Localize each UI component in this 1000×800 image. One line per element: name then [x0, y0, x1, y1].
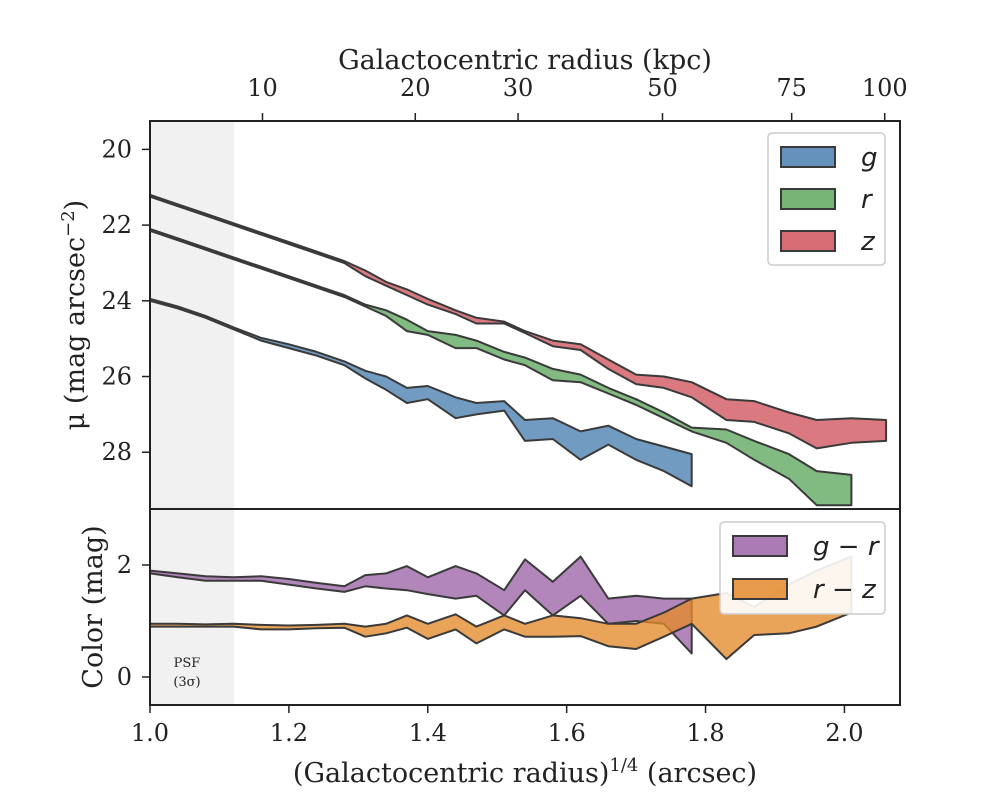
color-ylabel: Color (mag)	[78, 525, 109, 688]
surface-brightness-panel: 20 22 24 26 28 10 20 30 50 75 100 Galactocentric …	[58, 45, 908, 510]
color-xlabel: (Galactocentric radius)1/4 (arcsec)	[293, 755, 757, 789]
top-xtick-label: 100	[862, 74, 908, 102]
legend-z-label: z	[860, 227, 876, 257]
ytick-label: 22	[101, 211, 132, 239]
top-axis-title: Galactocentric radius (kpc)	[338, 45, 712, 76]
psf-shaded-region	[150, 121, 234, 509]
ytick-label: 20	[101, 135, 132, 163]
xtick-label: 1.4	[409, 719, 447, 747]
band-g-minus-r	[150, 555, 693, 655]
surface-brightness-ylabel: μ (mag arcsec−2)	[58, 200, 91, 430]
top-xtick-label: 30	[503, 74, 534, 102]
legend-g-swatch	[780, 146, 836, 168]
legend-r-minus-z-label: r − z	[813, 575, 877, 605]
psf-label: PSF	[174, 656, 201, 671]
legend-r-label: r	[861, 185, 874, 215]
top-xtick-label: 20	[400, 74, 431, 102]
xtick-label: 1.8	[686, 719, 724, 747]
ytick-label: 24	[101, 287, 132, 315]
xtick-label: 1.0	[131, 719, 169, 747]
color-panel: 0 2 1.0 1.2 1.4 1.6 1.8 2.0 PSF (3σ) Color (ma…	[78, 508, 901, 789]
legend-z-swatch	[780, 230, 836, 252]
band-r	[150, 227, 853, 507]
top-xtick-label: 10	[247, 74, 278, 102]
psf-sigma-label: (3σ)	[173, 675, 200, 690]
legend-r-minus-z-swatch	[732, 578, 788, 600]
color-frame	[149, 508, 901, 706]
color-ytick-label: 0	[117, 663, 132, 691]
surface-brightness-legend: grz	[767, 132, 886, 266]
top-xtick-label: 75	[776, 74, 807, 102]
legend-g-minus-r-label: g − r	[813, 532, 881, 562]
xtick-label: 1.6	[548, 719, 586, 747]
legend-g-minus-r-swatch	[732, 535, 788, 557]
psf-shaded-region-bottom	[150, 509, 234, 705]
color-ytick-label: 2	[117, 551, 132, 579]
legend-g-label: g	[861, 143, 878, 173]
band-g	[150, 297, 693, 488]
ytick-label: 26	[101, 363, 132, 391]
top-xtick-label: 50	[647, 74, 678, 102]
color-legend: g − r r − z	[719, 521, 886, 615]
xtick-label: 2.0	[825, 719, 863, 747]
xtick-label: 1.2	[270, 719, 308, 747]
legend-r-swatch	[780, 188, 836, 210]
band-z	[150, 193, 888, 450]
ytick-label: 28	[101, 438, 132, 466]
